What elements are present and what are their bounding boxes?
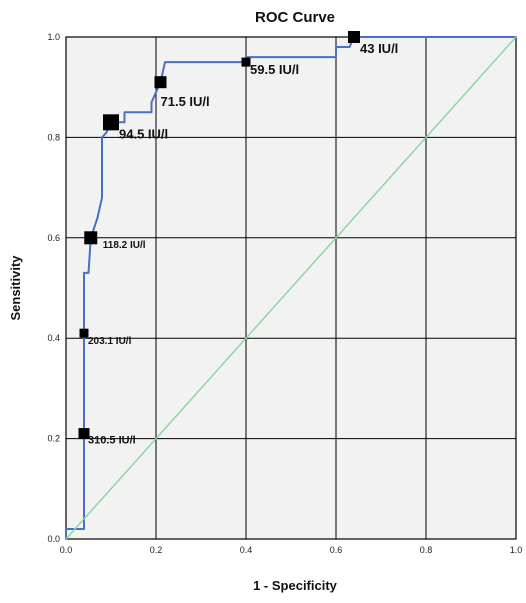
cutoff-marker xyxy=(103,114,119,131)
cutoff-label: 71.5 IU/l xyxy=(161,94,210,109)
roc-curve-line xyxy=(65,36,516,539)
x-tick-label: 1.0 xyxy=(510,545,523,555)
plot-area: 0.0 0.2 0.4 0.6 0.8 1.0 0.0 0.2 0.4 0.6 0.8 1.0 310.… xyxy=(47,31,522,555)
y-tick-label: 0.2 xyxy=(47,434,60,444)
y-tick-label: 0.6 xyxy=(47,233,60,243)
cutoff-marker xyxy=(154,76,167,89)
x-tick-label: 0.6 xyxy=(330,545,343,555)
x-axis-label: 1 - Specificity xyxy=(253,578,338,593)
reference-diagonal-line xyxy=(65,36,517,540)
cutoff-label: 203.1 IU/l xyxy=(88,336,132,347)
cutoff-label: 43 IU/l xyxy=(360,41,398,56)
cutoff-label: 310.5 IU/l xyxy=(88,435,136,447)
plot-frame xyxy=(65,36,517,540)
cutoff-marker xyxy=(84,231,98,245)
cutoff-label: 59.5 IU/l xyxy=(250,62,299,77)
y-tick-label: 0.4 xyxy=(47,333,60,343)
cutoff-marker xyxy=(348,31,360,43)
cutoff-label: 94.5 IU/l xyxy=(119,126,168,141)
y-tick-label: 0.0 xyxy=(47,534,60,544)
cutoff-marker xyxy=(241,57,251,67)
x-tick-label: 0.4 xyxy=(240,545,253,555)
x-tick-label: 0.2 xyxy=(150,545,163,555)
x-tick-label: 0.0 xyxy=(60,545,73,555)
cutoff-marker xyxy=(79,328,89,338)
y-tick-label: 1.0 xyxy=(47,32,60,42)
cutoff-label: 118.2 IU/l xyxy=(103,240,146,251)
x-tick-label: 0.8 xyxy=(420,545,433,555)
chart-title: ROC Curve xyxy=(255,9,335,26)
y-axis-label: Sensitivity xyxy=(8,255,23,321)
cutoff-marker xyxy=(78,428,90,440)
y-tick-label: 0.8 xyxy=(47,132,60,142)
